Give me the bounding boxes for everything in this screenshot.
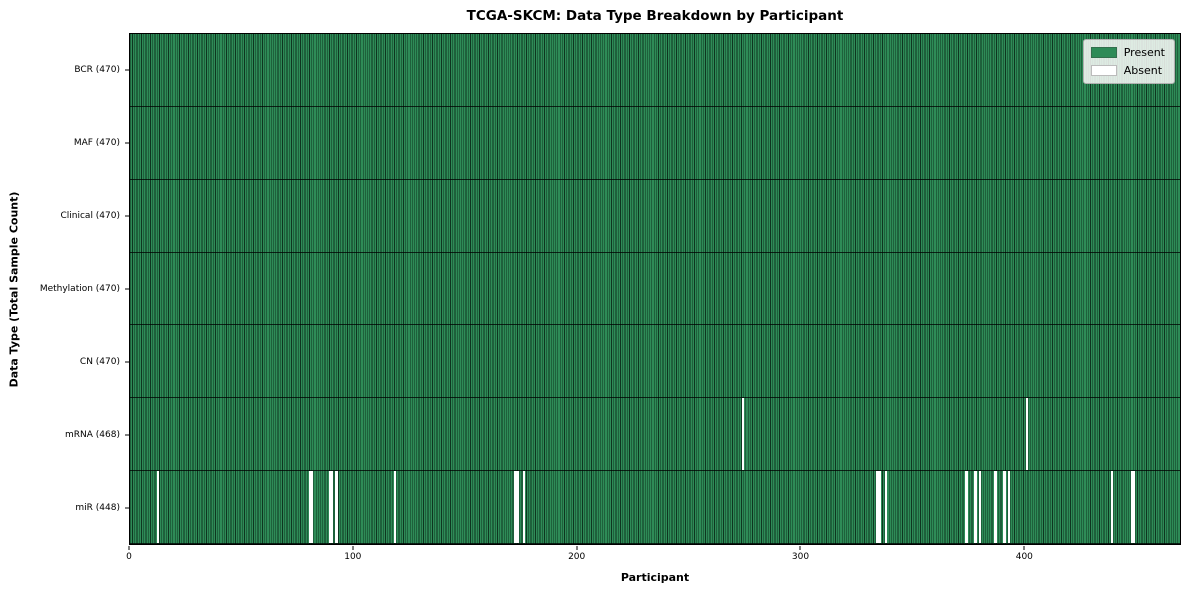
absent-stripe: [1133, 471, 1136, 543]
heatmap-row-MAF: [130, 106, 1180, 180]
y-tick-mark: [125, 142, 129, 144]
legend: Present Absent: [1082, 39, 1175, 84]
x-tick-label: 300: [791, 552, 810, 562]
y-tick-mark: [125, 69, 129, 71]
absent-stripe: [335, 471, 338, 543]
x-tick-mark: [128, 546, 130, 550]
x-tick-mark: [352, 546, 354, 550]
y-tick-label: Clinical (470): [60, 210, 120, 221]
x-axis-title: Participant: [620, 571, 690, 584]
x-tick-mark: [576, 546, 578, 550]
absent-stripe: [1110, 471, 1114, 543]
legend-label: Absent: [1123, 64, 1163, 77]
absent-stripe: [878, 471, 881, 543]
x-tick-label: 100: [344, 552, 362, 562]
absent-stripe: [308, 471, 312, 543]
heatmap-row-Clinical: [130, 179, 1180, 253]
absent-stripe: [876, 471, 879, 543]
plot-area: Present Absent: [129, 33, 1181, 545]
y-tick-mark: [125, 434, 129, 436]
x-tick-label: 400: [1015, 552, 1033, 562]
y-tick-label: mRNA (468): [65, 430, 120, 441]
legend-label: Present: [1123, 46, 1165, 59]
legend-swatch-icon: [1090, 65, 1117, 76]
x-tick-label: 0: [126, 552, 132, 562]
x-tick-mark: [1023, 546, 1025, 550]
absent-stripe: [742, 398, 745, 471]
y-tick-mark: [125, 507, 129, 509]
x-tick-mark: [799, 546, 801, 550]
absent-stripe: [393, 471, 396, 543]
legend-item: Present: [1090, 46, 1165, 59]
y-tick-label: CN (470): [79, 357, 120, 368]
absent-stripe: [516, 471, 519, 543]
x-tick-label: 200: [568, 552, 586, 562]
y-axis: BCR (470) MAF (470) Clinical (470) Methylat…: [0, 33, 129, 545]
absent-stripe: [978, 471, 982, 543]
y-tick-mark: [125, 288, 129, 290]
heatmap-row-BCR: [130, 34, 1180, 107]
absent-stripe: [1130, 471, 1134, 543]
absent-stripe: [885, 471, 888, 543]
heatmap-row-Methylation: [130, 252, 1180, 326]
legend-swatch-icon: [1090, 47, 1117, 58]
absent-stripe: [1003, 471, 1006, 543]
y-tick-label: Methylation (470): [39, 284, 120, 294]
y-tick-mark: [125, 215, 129, 217]
absent-stripe: [1007, 471, 1011, 543]
y-tick-label: miR (448): [75, 503, 120, 514]
absent-stripe: [514, 471, 517, 543]
absent-stripe: [523, 471, 526, 543]
y-tick-mark: [125, 361, 129, 363]
y-tick-label: BCR (470): [74, 64, 120, 75]
x-axis: 0 100 200 300 400: [126, 545, 1181, 571]
heatmap-row-mRNA: [130, 398, 1180, 472]
absent-stripe: [965, 471, 968, 543]
legend-item: Absent: [1090, 64, 1165, 77]
absent-stripe: [156, 471, 160, 543]
absent-stripe: [974, 471, 977, 543]
y-tick-label: MAF (470): [73, 137, 120, 148]
absent-stripe: [994, 471, 997, 543]
chart-title: TCGA-SKCM: Data Type Breakdown by Partic…: [466, 8, 844, 24]
heatmap-row-miR: [130, 471, 1180, 544]
absent-stripe: [328, 471, 332, 543]
absent-stripe: [310, 471, 314, 543]
absent-stripe: [1025, 398, 1029, 471]
absent-stripe: [330, 471, 334, 543]
heatmap-row-CN: [130, 325, 1180, 399]
